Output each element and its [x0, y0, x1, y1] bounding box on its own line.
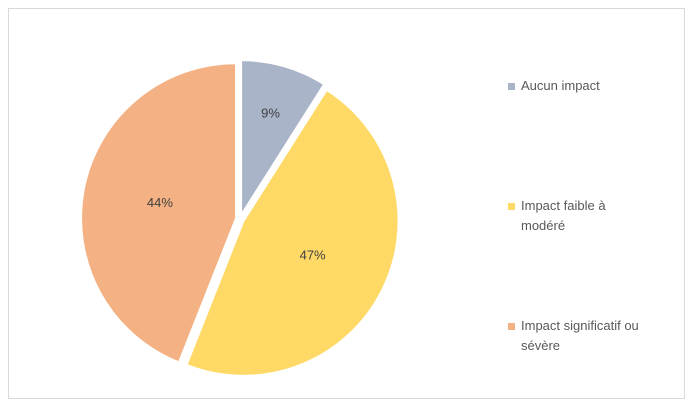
legend-swatch [508, 83, 515, 90]
data-label: 9% [261, 105, 280, 120]
pie-slice [240, 59, 326, 219]
pie-slice [185, 88, 400, 377]
legend-item: Aucun impact [508, 76, 649, 96]
legend-label: Impact faible à modéré [521, 198, 606, 233]
legend-label: Aucun impact [521, 78, 600, 93]
pie-slice [80, 62, 238, 364]
legend-item: Impact faible à modéré [508, 196, 649, 236]
legend-swatch [508, 203, 515, 210]
legend-item: Impact significatif ou sévère [508, 316, 649, 356]
legend-label: Impact significatif ou sévère [521, 318, 639, 353]
chart-border [8, 8, 685, 399]
data-label: 44% [147, 195, 173, 210]
data-label: 47% [300, 247, 326, 262]
legend-swatch [508, 323, 515, 330]
